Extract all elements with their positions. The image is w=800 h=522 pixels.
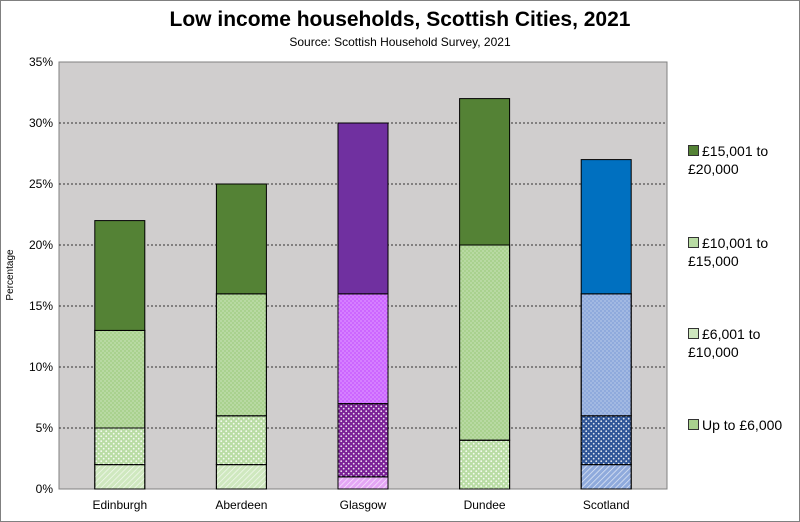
bar-segment	[580, 159, 632, 295]
y-tick-label: 35%	[29, 55, 53, 69]
bar-segment	[94, 220, 146, 331]
x-tick-label: Glasgow	[340, 498, 387, 512]
bar-segment-texture	[215, 293, 267, 417]
bar-segment	[459, 98, 511, 246]
x-tick-label: Aberdeen	[215, 498, 267, 512]
bar-segment-texture	[94, 464, 146, 490]
y-tick-label: 30%	[29, 116, 53, 130]
y-tick-label: 0%	[36, 482, 54, 496]
bar-segment-texture	[337, 403, 389, 478]
bar-segment-texture	[580, 415, 632, 466]
x-tick-label: Scotland	[583, 498, 630, 512]
bar-segment-texture	[459, 244, 511, 441]
bar-segment	[215, 183, 267, 295]
y-tick-label: 25%	[29, 177, 53, 191]
bar-segment-texture	[215, 464, 267, 490]
y-tick-label: 15%	[29, 299, 53, 313]
x-tick-label: Edinburgh	[92, 498, 147, 512]
legend-item-up-to-6000: Up to £6,000	[688, 416, 798, 434]
legend-swatch	[688, 328, 699, 339]
y-tick-label: 20%	[29, 238, 53, 252]
bar-segment-texture	[580, 464, 632, 490]
legend-label: Up to £6,000	[702, 417, 783, 433]
chart-title: Low income households, Scottish Cities, …	[169, 8, 631, 31]
y-axis-label: Percentage	[5, 249, 16, 301]
bar-segment	[337, 122, 389, 295]
legend-label: £6,001 to £10,000	[688, 326, 761, 360]
legend-item-15001-20000: £15,001 to £20,000	[688, 142, 798, 178]
legend-item-6001-10000: £6,001 to £10,000	[688, 325, 798, 361]
legend-swatch	[688, 145, 699, 156]
legend-item-10001-15000: £10,001 to £15,000	[688, 234, 798, 270]
legend-label: £10,001 to £15,000	[688, 235, 769, 269]
y-tick-label: 10%	[29, 360, 53, 374]
bar-segment-texture	[337, 476, 389, 490]
bar-segment-texture	[337, 293, 389, 405]
bar-segment-texture	[459, 439, 511, 490]
y-tick-label: 5%	[36, 421, 54, 435]
chart-subtitle: Source: Scottish Household Survey, 2021	[289, 35, 511, 49]
legend-swatch	[688, 237, 699, 248]
bar-segment-texture	[580, 293, 632, 417]
legend-swatch	[688, 419, 699, 430]
bar-segment-texture	[94, 427, 146, 466]
x-tick-label: Dundee	[464, 498, 506, 512]
legend-label: £15,001 to £20,000	[688, 143, 769, 177]
bar-segment-texture	[94, 329, 146, 429]
bar-segment-texture	[215, 415, 267, 466]
